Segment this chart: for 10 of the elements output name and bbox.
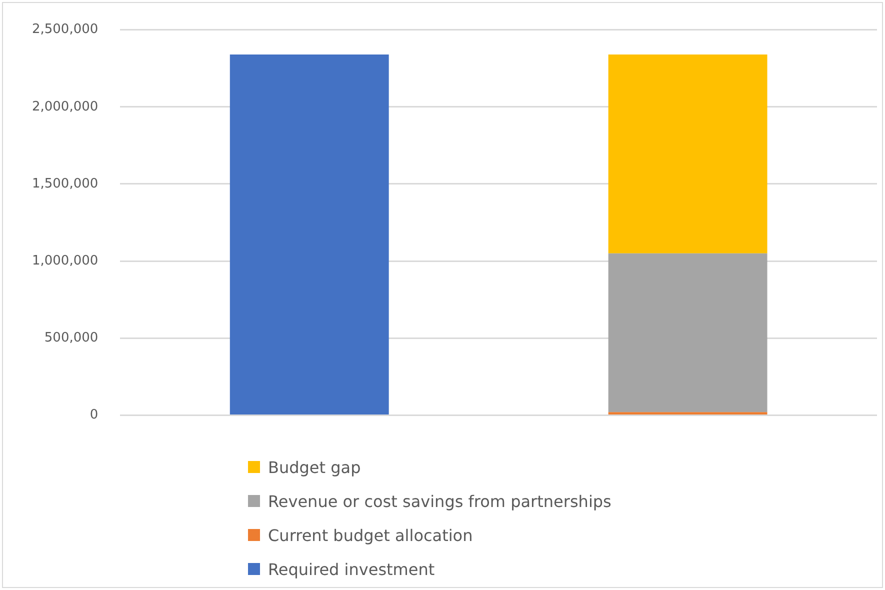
legend-label: Current budget allocation (268, 526, 473, 544)
legend-label: Revenue or cost savings from partnerships (268, 492, 612, 510)
legend-label: Budget gap (268, 458, 361, 476)
legend-label: Required investment (268, 560, 435, 578)
y-tick-label: 1,000,000 (32, 253, 98, 268)
y-tick-label: 0 (90, 408, 98, 423)
y-tick-label: 2,500,000 (32, 22, 98, 38)
y-tick-label: 500,000 (44, 330, 98, 346)
y-tick-label: 1,500,000 (32, 176, 98, 192)
y-tick-label: 2,000,000 (32, 99, 98, 114)
